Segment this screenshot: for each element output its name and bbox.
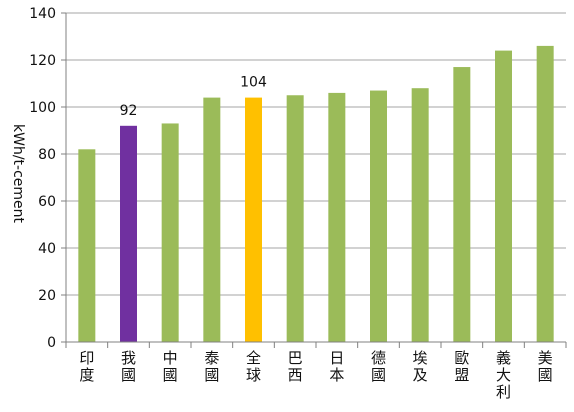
x-tick-label: 本	[329, 366, 344, 384]
x-tick-label: 及	[413, 366, 428, 384]
y-tick-label: 140	[29, 6, 56, 22]
x-tick-label: 國	[163, 366, 178, 384]
x-tick-label: 大	[496, 366, 511, 384]
x-tick-label: 全	[246, 349, 261, 367]
bar-5	[286, 95, 304, 342]
bars	[78, 45, 554, 343]
x-tick-label: 國	[538, 366, 553, 384]
x-tick-label: 日	[329, 349, 344, 367]
x-tick-label: 美	[538, 349, 553, 367]
x-tick-label: 義	[496, 349, 511, 367]
axes	[65, 13, 567, 348]
bar-9	[453, 67, 471, 343]
bar-1	[120, 125, 137, 342]
y-axis-title: kWh/t-cement	[10, 124, 26, 224]
bar-3	[203, 97, 221, 342]
y-tick-label: 80	[38, 147, 56, 163]
x-tick-label: 盟	[454, 366, 469, 384]
data-label: 92	[120, 103, 138, 119]
bar-6	[328, 92, 346, 343]
x-tick-label: 泰	[204, 349, 219, 367]
data-label: 104	[240, 75, 267, 91]
x-tick-label: 埃	[413, 349, 428, 367]
bar-2	[161, 123, 179, 342]
x-tick-label: 利	[496, 383, 511, 401]
y-tick-label: 60	[38, 194, 56, 210]
x-tick-label: 球	[246, 366, 261, 384]
bar-4	[245, 97, 262, 342]
y-tick-labels: 0 20 40 60 80 100 120 140	[29, 6, 56, 351]
x-tick-label: 中	[163, 349, 178, 367]
y-tick-label: 40	[38, 241, 56, 257]
gridlines	[61, 12, 566, 343]
x-tick-label: 西	[288, 366, 303, 384]
x-tick-label: 國	[204, 366, 219, 384]
y-tick-label: 100	[29, 100, 56, 116]
x-tick-label: 度	[79, 366, 94, 384]
x-tick-label: 我	[121, 349, 136, 367]
y-tick-label: 120	[29, 53, 56, 69]
bar-11	[536, 45, 554, 343]
x-tick-label: 巴	[288, 349, 303, 367]
x-tick-label: 國	[121, 366, 136, 384]
bar-7	[370, 90, 387, 342]
data-labels: 92 104	[120, 75, 267, 119]
x-tick-label: 歐	[454, 349, 469, 367]
x-tick-label: 國	[371, 366, 386, 384]
y-tick-label: 20	[38, 288, 56, 304]
x-tick-label: 德	[371, 349, 386, 367]
x-tick-label: 印	[79, 349, 94, 367]
bar-0	[78, 149, 96, 342]
bar-8	[411, 88, 429, 342]
y-tick-label: 0	[47, 335, 56, 351]
bar-10	[495, 50, 512, 342]
